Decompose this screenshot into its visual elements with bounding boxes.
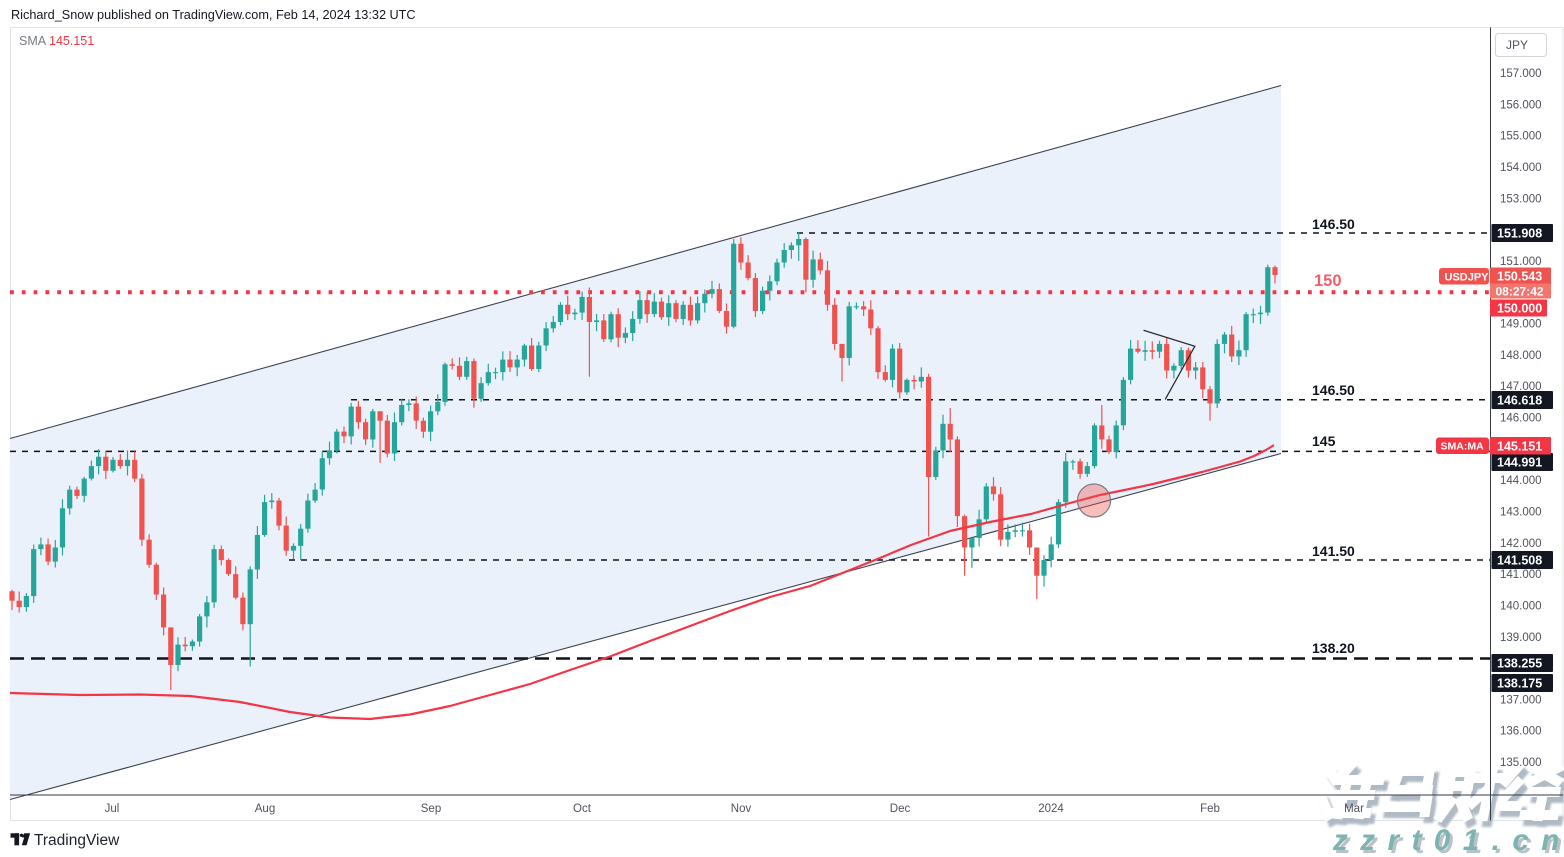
svg-text:145.151: 145.151 <box>49 34 94 48</box>
svg-text:136.000: 136.000 <box>1500 726 1542 738</box>
svg-text:150.543: 150.543 <box>1497 270 1542 284</box>
svg-text:135.000: 135.000 <box>1500 757 1542 769</box>
svg-text:137.000: 137.000 <box>1500 694 1542 706</box>
svg-text:156.000: 156.000 <box>1500 99 1542 111</box>
svg-text:Oct: Oct <box>573 803 592 815</box>
svg-text:151.000: 151.000 <box>1500 256 1542 268</box>
svg-text:144.991: 144.991 <box>1497 456 1542 470</box>
svg-text:157.000: 157.000 <box>1500 68 1542 80</box>
svg-text:143.000: 143.000 <box>1500 507 1542 519</box>
svg-text:TradingView: TradingView <box>34 832 120 849</box>
svg-text:144.000: 144.000 <box>1500 475 1542 487</box>
svg-text:145: 145 <box>1312 433 1336 449</box>
svg-text:Aug: Aug <box>255 803 275 815</box>
svg-text:Mar: Mar <box>1344 803 1364 815</box>
svg-text:145.151: 145.151 <box>1497 440 1542 454</box>
svg-text:146.50: 146.50 <box>1312 216 1355 232</box>
svg-text:Nov: Nov <box>731 803 752 815</box>
svg-text:Richard_Snow published on Trad: Richard_Snow published on TradingView.co… <box>11 8 416 22</box>
svg-text:138.20: 138.20 <box>1312 640 1355 656</box>
svg-text:151.908: 151.908 <box>1497 227 1542 241</box>
svg-text:141.50: 141.50 <box>1312 543 1355 559</box>
svg-text:Jul: Jul <box>105 803 120 815</box>
svg-text:155.000: 155.000 <box>1500 131 1542 143</box>
svg-text:JPY: JPY <box>1506 38 1528 52</box>
svg-text:141.000: 141.000 <box>1500 569 1542 581</box>
svg-text:142.000: 142.000 <box>1500 538 1542 550</box>
svg-text:Feb: Feb <box>1200 803 1220 815</box>
svg-text:146.50: 146.50 <box>1312 382 1355 398</box>
svg-text:zzrt01.cn: zzrt01.cn <box>1332 824 1564 857</box>
svg-text:08:27:42: 08:27:42 <box>1496 285 1544 299</box>
svg-text:Dec: Dec <box>890 803 911 815</box>
svg-text:146.000: 146.000 <box>1500 413 1542 425</box>
svg-text:150: 150 <box>1314 272 1342 290</box>
svg-text:141.508: 141.508 <box>1497 554 1542 568</box>
svg-text:138.255: 138.255 <box>1497 657 1542 671</box>
svg-text:147.000: 147.000 <box>1500 381 1542 393</box>
svg-text:149.000: 149.000 <box>1500 319 1542 331</box>
svg-text:SMA:MA: SMA:MA <box>1441 441 1485 453</box>
svg-text:SMA: SMA <box>19 34 47 48</box>
svg-text:2024: 2024 <box>1038 803 1064 815</box>
svg-text:154.000: 154.000 <box>1500 162 1542 174</box>
svg-text:140.000: 140.000 <box>1500 600 1542 612</box>
svg-text:146.618: 146.618 <box>1497 394 1542 408</box>
svg-text:139.000: 139.000 <box>1500 632 1542 644</box>
svg-text:USDJPY: USDJPY <box>1445 272 1490 284</box>
svg-text:153.000: 153.000 <box>1500 193 1542 205</box>
svg-text:150.000: 150.000 <box>1497 302 1542 316</box>
svg-text:138.175: 138.175 <box>1497 677 1542 691</box>
svg-text:zzrt01.cn: zzrt01.cn <box>1335 827 1564 857</box>
svg-text:148.000: 148.000 <box>1500 350 1542 362</box>
svg-text:Sep: Sep <box>421 803 441 815</box>
